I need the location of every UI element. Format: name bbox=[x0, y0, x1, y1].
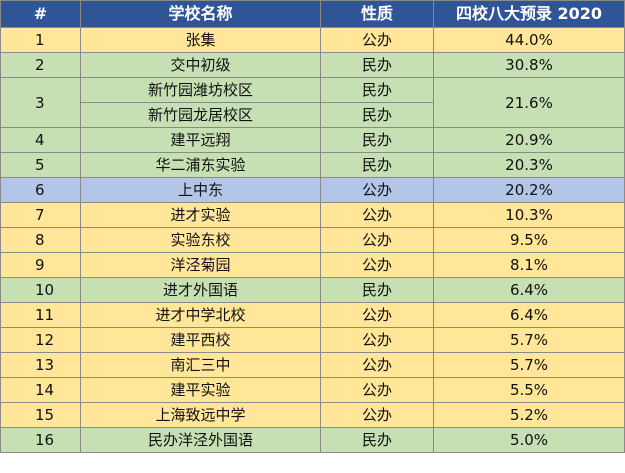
cell-school: 上中东 bbox=[80, 177, 321, 203]
cell-school: 建平远翔 bbox=[80, 127, 321, 153]
cell-rate: 5.2% bbox=[433, 402, 625, 428]
cell-rank: 3 bbox=[0, 77, 81, 128]
cell-type: 民办 bbox=[320, 102, 434, 128]
table-row: 6 上中东 公办 20.2% bbox=[0, 177, 625, 203]
cell-rate: 6.4% bbox=[433, 277, 625, 303]
school-ranking-table: # 学校名称 性质 四校八大预录 2020 1 张集 公办 44.0% 2 交中… bbox=[0, 0, 625, 453]
cell-type: 公办 bbox=[320, 252, 434, 278]
cell-rate: 8.1% bbox=[433, 252, 625, 278]
cell-rank: 1 bbox=[0, 27, 81, 53]
cell-rank: 6 bbox=[0, 177, 81, 203]
cell-type: 民办 bbox=[320, 52, 434, 78]
cell-school: 新竹园龙居校区 bbox=[80, 102, 321, 128]
table-row: 12 建平西校 公办 5.7% bbox=[0, 327, 625, 353]
table-row: 9 洋泾菊园 公办 8.1% bbox=[0, 252, 625, 278]
table-row: 14 建平实验 公办 5.5% bbox=[0, 377, 625, 403]
cell-school: 张集 bbox=[80, 27, 321, 53]
cell-rate: 20.3% bbox=[433, 152, 625, 178]
cell-school: 华二浦东实验 bbox=[80, 152, 321, 178]
cell-rate: 10.3% bbox=[433, 202, 625, 228]
cell-rank: 8 bbox=[0, 227, 81, 253]
cell-type: 民办 bbox=[320, 427, 434, 453]
cell-type: 公办 bbox=[320, 27, 434, 53]
cell-type: 公办 bbox=[320, 302, 434, 328]
cell-rank: 2 bbox=[0, 52, 81, 78]
cell-rank: 11 bbox=[0, 302, 81, 328]
cell-school: 交中初级 bbox=[80, 52, 321, 78]
table-row: 3 新竹园潍坊校区 民办 21.6% bbox=[0, 77, 625, 128]
table-row: 11 进才中学北校 公办 6.4% bbox=[0, 302, 625, 328]
cell-type: 公办 bbox=[320, 327, 434, 353]
table-row: 8 实验东校 公办 9.5% bbox=[0, 227, 625, 253]
cell-type: 公办 bbox=[320, 177, 434, 203]
cell-school: 实验东校 bbox=[80, 227, 321, 253]
cell-school: 进才外国语 bbox=[80, 277, 321, 303]
cell-type: 公办 bbox=[320, 377, 434, 403]
cell-rate: 21.6% bbox=[433, 77, 625, 128]
cell-rate: 20.2% bbox=[433, 177, 625, 203]
cell-rank: 15 bbox=[0, 402, 81, 428]
table-row: 新竹园龙居校区 民办 bbox=[1, 102, 625, 128]
cell-type: 公办 bbox=[320, 227, 434, 253]
cell-school: 南汇三中 bbox=[80, 352, 321, 378]
cell-rate: 5.5% bbox=[433, 377, 625, 403]
cell-type: 民办 bbox=[320, 152, 434, 178]
cell-rank: 13 bbox=[0, 352, 81, 378]
table-row: 5 华二浦东实验 民办 20.3% bbox=[0, 152, 625, 178]
header-school: 学校名称 bbox=[80, 0, 321, 28]
cell-type: 民办 bbox=[320, 127, 434, 153]
cell-rate: 20.9% bbox=[433, 127, 625, 153]
cell-school: 洋泾菊园 bbox=[80, 252, 321, 278]
cell-school: 上海致远中学 bbox=[80, 402, 321, 428]
cell-school: 进才中学北校 bbox=[80, 302, 321, 328]
cell-rate: 9.5% bbox=[433, 227, 625, 253]
cell-rank: 7 bbox=[0, 202, 81, 228]
table-row: 2 交中初级 民办 30.8% bbox=[0, 52, 625, 78]
cell-rank: 4 bbox=[0, 127, 81, 153]
cell-rank: 12 bbox=[0, 327, 81, 353]
table-row: 13 南汇三中 公办 5.7% bbox=[0, 352, 625, 378]
cell-rate: 30.8% bbox=[433, 52, 625, 78]
cell-rate: 6.4% bbox=[433, 302, 625, 328]
table-row: 15 上海致远中学 公办 5.2% bbox=[0, 402, 625, 428]
header-row: # 学校名称 性质 四校八大预录 2020 bbox=[0, 0, 625, 28]
table-row: 10 进才外国语 民办 6.4% bbox=[0, 277, 625, 303]
cell-type: 公办 bbox=[320, 402, 434, 428]
cell-school: 新竹园潍坊校区 bbox=[80, 77, 321, 103]
cell-type: 公办 bbox=[320, 352, 434, 378]
cell-school: 建平西校 bbox=[80, 327, 321, 353]
cell-rate: 5.0% bbox=[433, 427, 625, 453]
header-rank: # bbox=[0, 0, 81, 28]
cell-rank: 5 bbox=[0, 152, 81, 178]
cell-school: 进才实验 bbox=[80, 202, 321, 228]
cell-school: 建平实验 bbox=[80, 377, 321, 403]
table-row: 4 建平远翔 民办 20.9% bbox=[0, 127, 625, 153]
table-row: 16 民办洋泾外国语 民办 5.0% bbox=[0, 427, 625, 453]
cell-rate: 5.7% bbox=[433, 352, 625, 378]
cell-rank: 9 bbox=[0, 252, 81, 278]
cell-rank: 16 bbox=[0, 427, 81, 453]
cell-type: 公办 bbox=[320, 202, 434, 228]
header-rate: 四校八大预录 2020 bbox=[433, 0, 625, 28]
header-type: 性质 bbox=[320, 0, 434, 28]
cell-rate: 5.7% bbox=[433, 327, 625, 353]
cell-school: 民办洋泾外国语 bbox=[80, 427, 321, 453]
cell-type: 民办 bbox=[320, 277, 434, 303]
cell-rank: 10 bbox=[0, 277, 81, 303]
cell-rate: 44.0% bbox=[433, 27, 625, 53]
cell-type: 民办 bbox=[320, 77, 434, 103]
table-row: 1 张集 公办 44.0% bbox=[0, 27, 625, 53]
table-row: 7 进才实验 公办 10.3% bbox=[0, 202, 625, 228]
cell-rank: 14 bbox=[0, 377, 81, 403]
